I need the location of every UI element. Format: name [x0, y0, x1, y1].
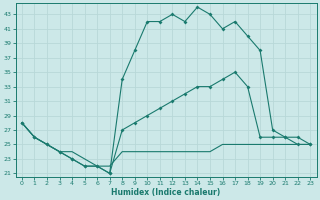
X-axis label: Humidex (Indice chaleur): Humidex (Indice chaleur) [111, 188, 221, 197]
